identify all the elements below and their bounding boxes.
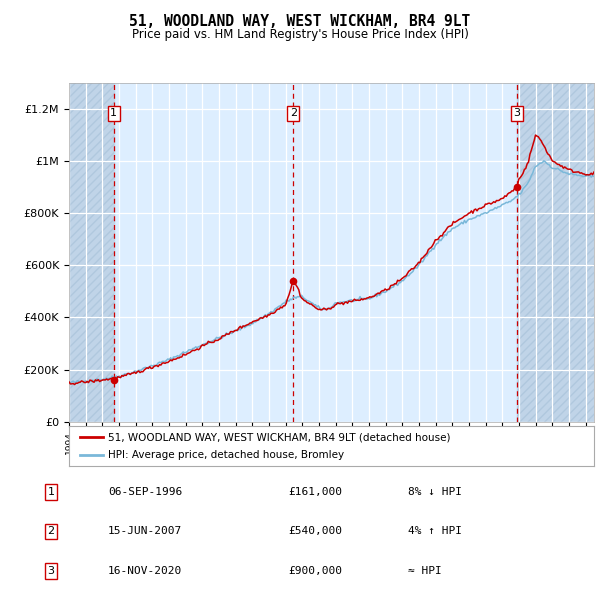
- Text: 3: 3: [47, 566, 55, 576]
- Text: 1: 1: [110, 108, 117, 118]
- Text: ≈ HPI: ≈ HPI: [408, 566, 442, 576]
- Text: £900,000: £900,000: [288, 566, 342, 576]
- Bar: [517, 83, 594, 422]
- Text: £161,000: £161,000: [288, 487, 342, 497]
- Bar: [69, 83, 113, 422]
- Text: 51, WOODLAND WAY, WEST WICKHAM, BR4 9LT (detached house): 51, WOODLAND WAY, WEST WICKHAM, BR4 9LT …: [109, 432, 451, 442]
- Text: 1: 1: [47, 487, 55, 497]
- Text: £540,000: £540,000: [288, 526, 342, 536]
- Text: Price paid vs. HM Land Registry's House Price Index (HPI): Price paid vs. HM Land Registry's House …: [131, 28, 469, 41]
- Text: 15-JUN-2007: 15-JUN-2007: [108, 526, 182, 536]
- Bar: [517, 83, 594, 422]
- Text: 2: 2: [47, 526, 55, 536]
- Text: 3: 3: [514, 108, 521, 118]
- Text: 2: 2: [290, 108, 297, 118]
- Text: HPI: Average price, detached house, Bromley: HPI: Average price, detached house, Brom…: [109, 450, 344, 460]
- Text: 51, WOODLAND WAY, WEST WICKHAM, BR4 9LT: 51, WOODLAND WAY, WEST WICKHAM, BR4 9LT: [130, 14, 470, 30]
- Text: 16-NOV-2020: 16-NOV-2020: [108, 566, 182, 576]
- Text: 8% ↓ HPI: 8% ↓ HPI: [408, 487, 462, 497]
- Text: 06-SEP-1996: 06-SEP-1996: [108, 487, 182, 497]
- Bar: [69, 83, 113, 422]
- Text: 4% ↑ HPI: 4% ↑ HPI: [408, 526, 462, 536]
